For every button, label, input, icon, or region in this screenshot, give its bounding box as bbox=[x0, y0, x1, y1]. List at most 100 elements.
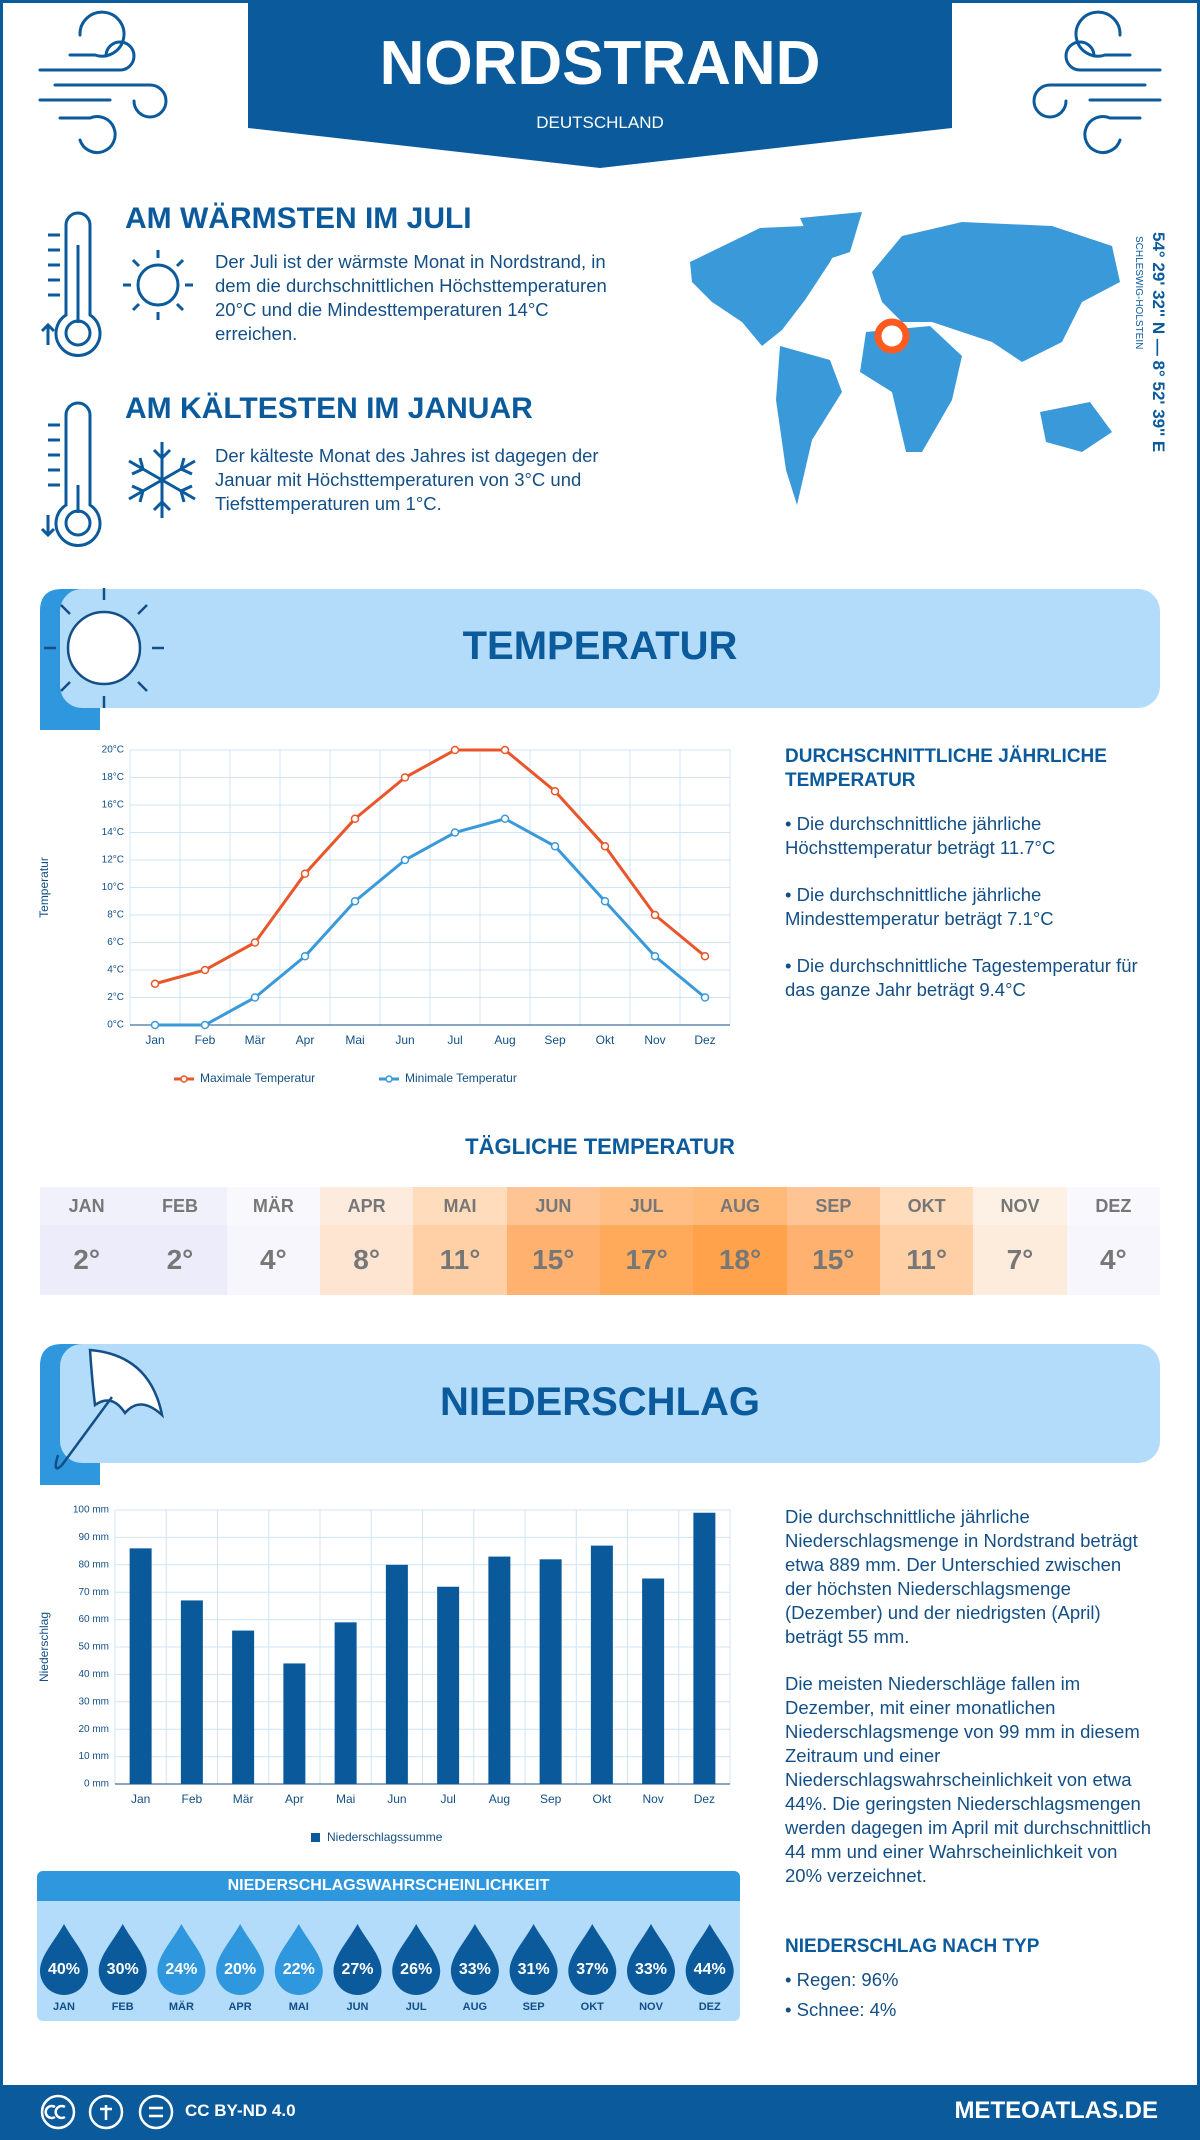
x-tick-label: Mär bbox=[233, 1792, 254, 1806]
y-tick-label: 2°C bbox=[107, 992, 124, 1003]
wind-icon bbox=[1032, 10, 1162, 154]
coordinates: 54° 29' 32'' N — 8° 52' 39'' E bbox=[1149, 232, 1168, 453]
x-tick-label: Dez bbox=[694, 1792, 715, 1806]
bar bbox=[283, 1663, 306, 1784]
daily-column: SEP 15° bbox=[786, 1187, 880, 1295]
bar bbox=[590, 1545, 613, 1784]
x-tick-label: Feb bbox=[195, 1033, 216, 1047]
month-label: DEZ bbox=[1066, 1187, 1160, 1225]
sun-icon bbox=[123, 250, 193, 320]
probability-label: 33% bbox=[635, 1961, 667, 1978]
month-label: JUN bbox=[506, 1187, 600, 1225]
y-tick-label: 18°C bbox=[102, 772, 124, 783]
legend-marker bbox=[385, 1075, 393, 1083]
daily-table: JAN 2° FEB 2° MÄR 4° APR 8° MAI 11° JUN 15° JUL 17° AU… bbox=[40, 1187, 1160, 1295]
daily-value: 4° bbox=[1099, 1244, 1127, 1275]
probability-label: 24% bbox=[165, 1961, 197, 1978]
by-icon bbox=[88, 2094, 124, 2130]
y-tick-label: 16°C bbox=[102, 800, 124, 811]
month-label: OKT bbox=[880, 1187, 974, 1225]
nd-icon bbox=[138, 2094, 174, 2130]
daily-column: JUL 17° bbox=[600, 1187, 694, 1295]
month-label: JUL bbox=[600, 1187, 694, 1225]
bar bbox=[180, 1600, 203, 1784]
y-tick-label: 80 mm bbox=[78, 1559, 109, 1570]
point bbox=[550, 842, 560, 851]
month-label: NOV bbox=[973, 1187, 1067, 1225]
y-tick-label: 12°C bbox=[102, 855, 124, 866]
y-tick-label: 4°C bbox=[107, 965, 124, 976]
climate-icons bbox=[40, 211, 196, 547]
temperature-bullet: • Die durchschnittliche Tagestemperatur … bbox=[785, 955, 1138, 1000]
point bbox=[600, 842, 610, 851]
month-label: JUL bbox=[406, 2001, 427, 2013]
x-tick-label: Nov bbox=[644, 1033, 665, 1047]
daily-value: 8° bbox=[353, 1244, 381, 1275]
probability-label: 33% bbox=[459, 1961, 491, 1978]
line-series bbox=[155, 817, 706, 1027]
daily-value: 4° bbox=[259, 1244, 287, 1275]
x-tick-label: Jul bbox=[447, 1033, 462, 1047]
snowflake-icon bbox=[128, 442, 196, 518]
site-name: METEOATLAS.DE bbox=[954, 2097, 1158, 2124]
country-subtitle: DEUTSCHLAND bbox=[536, 113, 664, 132]
daily-column: MÄR 4° bbox=[226, 1187, 320, 1295]
warmest-title: AM WÄRMSTEN IM JULI bbox=[125, 202, 472, 235]
legend-label: Minimale Temperatur bbox=[405, 1071, 517, 1085]
probability-drop bbox=[392, 1924, 441, 1995]
point bbox=[200, 1020, 210, 1030]
point bbox=[350, 814, 360, 823]
month-label: MAI bbox=[413, 1187, 507, 1225]
daily-column: JAN 2° bbox=[40, 1187, 134, 1295]
probability-drop bbox=[98, 1924, 147, 1995]
daily-column: DEZ 4° bbox=[1066, 1187, 1160, 1295]
y-tick-label: 8°C bbox=[107, 910, 124, 921]
bar bbox=[642, 1578, 665, 1784]
sun-icon bbox=[44, 588, 164, 708]
daily-value: 11° bbox=[906, 1244, 948, 1275]
probability-drop bbox=[157, 1924, 206, 1995]
x-tick-label: Mai bbox=[336, 1792, 355, 1806]
license: CC BY-ND 4.0 bbox=[185, 2101, 296, 2120]
point bbox=[700, 993, 710, 1002]
city-title: NORDSTRAND bbox=[379, 29, 821, 98]
precipitation-banner bbox=[40, 1344, 1160, 1485]
daily-value: 18° bbox=[718, 1244, 762, 1275]
month-label: MÄR bbox=[169, 2000, 194, 2013]
y-tick-label: 40 mm bbox=[78, 1669, 109, 1680]
point bbox=[500, 814, 510, 823]
y-tick-label: 20°C bbox=[102, 745, 124, 756]
x-tick-label: Jun bbox=[395, 1033, 414, 1047]
daily-column: NOV 7° bbox=[973, 1187, 1067, 1295]
probability-drop bbox=[274, 1924, 323, 1995]
daily-title: TÄGLICHE TEMPERATUR bbox=[465, 1134, 735, 1159]
temperature-chart: 0°C 2°C 4°C 6°C 8°C 10°C 12°C 14°C 16°C 18°C 20°C J… bbox=[37, 745, 731, 1085]
precipitation-text: Die meisten Niederschläge fallen im Deze… bbox=[785, 1673, 1152, 1886]
probability-label: 30% bbox=[107, 1961, 139, 1978]
header-graphics bbox=[38, 0, 1162, 168]
legend-label: Maximale Temperatur bbox=[200, 1071, 315, 1085]
probability-label: 20% bbox=[224, 1961, 256, 1978]
daily-value: 15° bbox=[532, 1244, 575, 1275]
x-tick-label: Jan bbox=[145, 1033, 164, 1047]
legend-label: Niederschlagssumme bbox=[327, 1830, 443, 1844]
x-tick-label: Apr bbox=[296, 1033, 315, 1047]
probability-title: NIEDERSCHLAGSWAHRSCHEINLICHKEIT bbox=[37, 1871, 740, 1901]
probability-drop bbox=[685, 1924, 734, 1995]
coldest-title: AM KÄLTESTEN IM JANUAR bbox=[125, 392, 533, 425]
month-label: JAN bbox=[40, 1187, 134, 1225]
x-tick-label: Mär bbox=[245, 1033, 266, 1047]
probability-label: 22% bbox=[283, 1961, 315, 1978]
point bbox=[200, 965, 210, 975]
point bbox=[500, 745, 510, 755]
daily-value: 17° bbox=[625, 1244, 668, 1275]
month-label: AUG bbox=[693, 1187, 787, 1225]
point bbox=[150, 1020, 160, 1030]
x-tick-label: Jun bbox=[387, 1792, 406, 1806]
probability-label: 31% bbox=[518, 1961, 550, 1978]
y-tick-label: 10 mm bbox=[78, 1751, 109, 1762]
probability-drop bbox=[333, 1924, 382, 1995]
y-tick-label: 10°C bbox=[102, 882, 124, 893]
temperature-title: TEMPERATUR bbox=[462, 624, 738, 668]
